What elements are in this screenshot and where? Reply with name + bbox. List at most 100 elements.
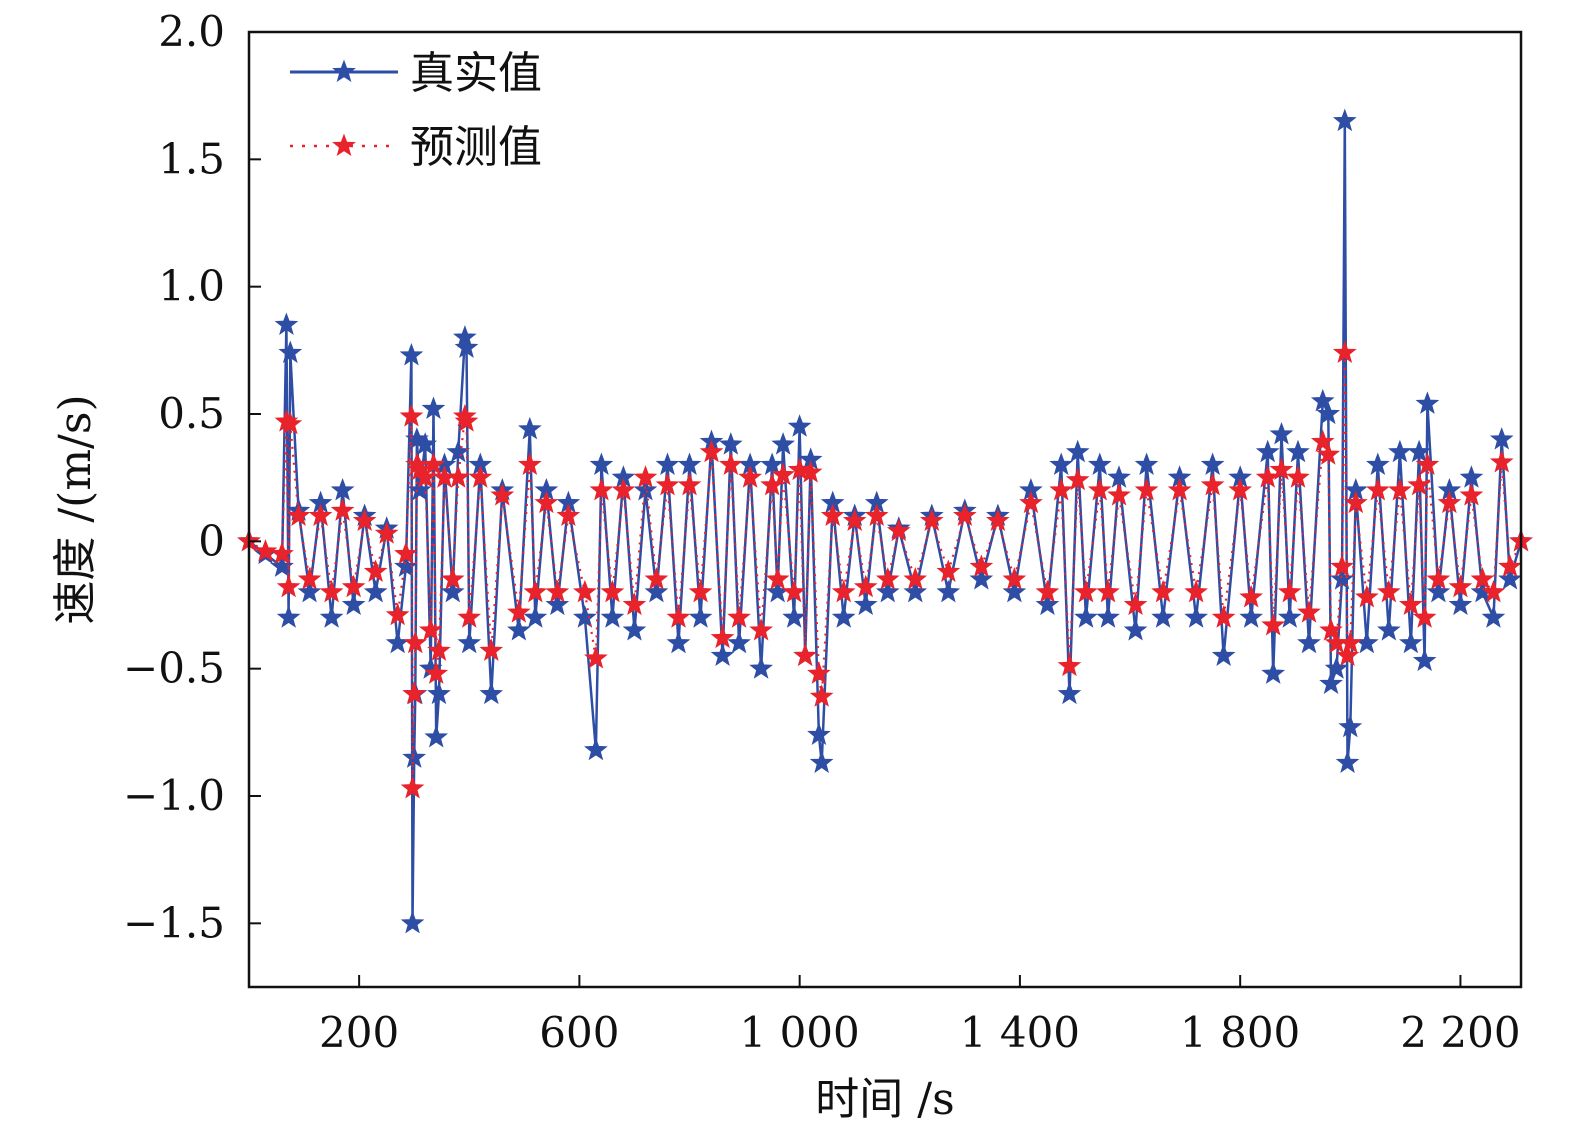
data-point-star	[1151, 579, 1175, 603]
data-point-star	[274, 312, 299, 335]
data-point-star	[1123, 618, 1148, 641]
data-point-star	[402, 681, 427, 705]
series-line-0	[248, 119, 1523, 925]
legend: 真实值 预测值	[290, 48, 542, 173]
data-point-star	[584, 737, 608, 761]
data-point-star	[479, 681, 504, 705]
x-axis-title: 时间 /s	[815, 1074, 954, 1125]
data-point-star	[1481, 605, 1506, 628]
legend-star-icon-true-value	[332, 59, 356, 83]
data-point-star	[297, 567, 322, 590]
data-point-star	[1255, 439, 1280, 463]
data-point-star	[556, 503, 581, 526]
x-tick-label: 1 000	[740, 1008, 860, 1057]
x-tick-label: 1 800	[1180, 1008, 1300, 1057]
data-point-star	[1338, 714, 1363, 738]
data-point-star	[1277, 605, 1302, 628]
data-point-star	[1211, 605, 1236, 628]
data-point-star	[1261, 661, 1286, 684]
data-point-star	[738, 465, 762, 488]
data-point-star	[1448, 574, 1473, 598]
data-point-star	[771, 462, 795, 486]
data-point-star	[1426, 579, 1451, 603]
data-point-star	[1335, 643, 1360, 666]
data-point-star	[421, 396, 446, 419]
data-point-star	[523, 579, 548, 603]
data-point-star	[1355, 630, 1379, 654]
data-point-star	[771, 432, 795, 455]
data-point-star	[831, 605, 856, 628]
data-point-star	[418, 618, 443, 641]
data-point-star	[710, 643, 735, 666]
data-point-star	[1498, 567, 1522, 590]
data-point-star	[688, 605, 713, 628]
data-point-star	[341, 574, 366, 598]
data-point-star	[413, 432, 438, 455]
data-point-star	[407, 477, 432, 501]
data-point-star	[1498, 554, 1522, 577]
data-point-star	[1407, 439, 1431, 463]
data-point-star	[1239, 584, 1263, 608]
data-point-star	[1332, 108, 1357, 132]
data-point-star	[1338, 630, 1363, 654]
data-point-star	[454, 409, 479, 432]
data-point-star	[611, 477, 636, 501]
data-point-star	[518, 452, 542, 475]
data-point-star	[798, 460, 823, 483]
tick-labels: 200 600 1 000 1 400 1 800 2 200 2.0 1.5 1.0 0.5 0 −…	[123, 7, 1521, 1057]
data-point-star	[403, 630, 428, 654]
x-tick-label: 1 400	[960, 1008, 1080, 1057]
data-point-star	[1426, 567, 1451, 590]
data-point-star	[1200, 452, 1225, 475]
y-tick-label: 0	[198, 516, 225, 565]
data-point-star	[573, 579, 597, 603]
data-point-star	[589, 452, 614, 475]
data-point-star	[457, 630, 482, 654]
data-point-star	[820, 503, 845, 526]
data-point-star	[1377, 618, 1401, 641]
data-point-star	[1335, 750, 1360, 773]
series-markers-1	[237, 340, 1533, 799]
data-point-star	[278, 340, 303, 363]
data-point-star	[278, 411, 303, 435]
data-point-star	[1407, 472, 1431, 496]
data-point-star	[864, 503, 889, 526]
data-point-star	[374, 521, 399, 544]
data-point-star	[363, 579, 388, 603]
data-point-star	[270, 541, 294, 565]
data-point-star	[427, 681, 451, 705]
data-point-star	[1316, 401, 1341, 425]
data-point-star	[1319, 671, 1343, 694]
legend-entry-predicted-value: 预测值	[290, 122, 542, 173]
data-point-star	[385, 602, 410, 626]
data-point-star	[1489, 427, 1514, 450]
data-point-star	[655, 452, 680, 475]
data-point-star	[727, 605, 751, 628]
data-point-star	[1002, 579, 1027, 603]
data-point-star	[1310, 388, 1335, 412]
data-point-star	[421, 452, 446, 475]
data-point-star	[1412, 605, 1437, 628]
data-point-star	[394, 554, 418, 577]
data-point-star	[1459, 483, 1484, 506]
data-point-star	[457, 605, 482, 628]
data-point-star	[319, 579, 344, 603]
data-point-star	[1065, 467, 1090, 491]
y-tick-label: −1.0	[123, 771, 225, 820]
data-point-star	[886, 518, 911, 542]
data-point-star	[1211, 643, 1236, 666]
data-point-star	[765, 567, 790, 590]
data-point-star	[1286, 465, 1310, 488]
data-point-star	[782, 579, 806, 603]
data-point-star	[424, 724, 449, 748]
data-point-star	[1277, 579, 1302, 603]
data-point-star	[1412, 648, 1437, 672]
data-point-star	[479, 638, 504, 661]
data-point-star	[787, 414, 812, 437]
data-point-star	[1049, 452, 1074, 475]
data-point-star	[1269, 457, 1294, 481]
data-point-star	[1366, 452, 1390, 475]
data-point-star	[677, 472, 702, 496]
y-tick-label: 1.0	[158, 262, 225, 311]
